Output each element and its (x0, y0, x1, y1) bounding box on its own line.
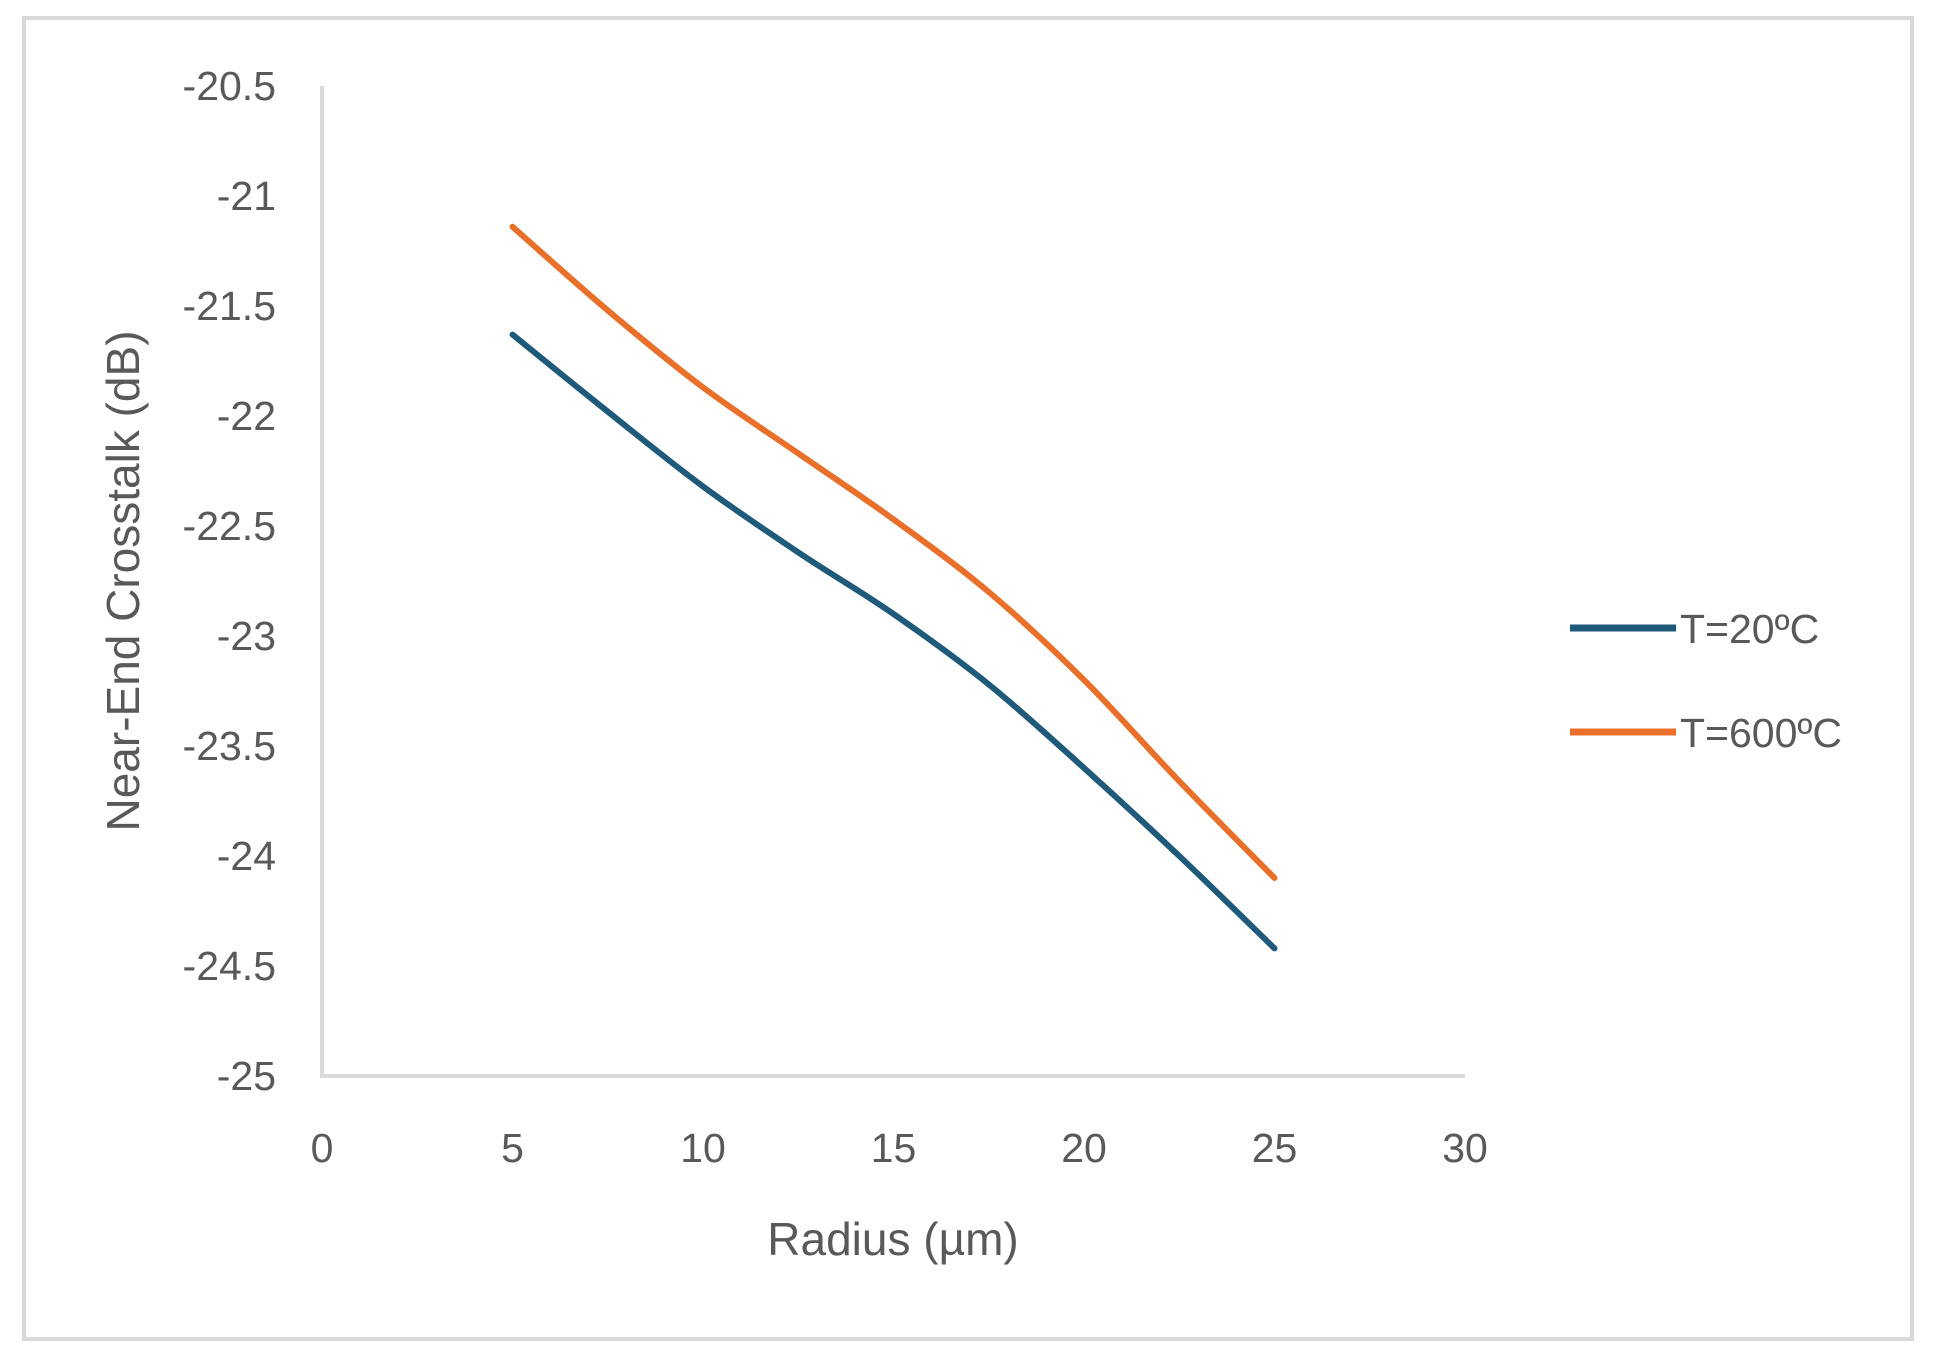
y-tick-label: -23 (217, 613, 276, 659)
series-line-0 (509, 331, 1278, 952)
x-tick-label: 20 (1061, 1125, 1107, 1171)
y-tick-label: -20.5 (183, 63, 276, 109)
x-tick-labels: 0 5 10 15 20 25 30 (311, 1125, 1488, 1171)
x-tick-label: 5 (501, 1125, 524, 1171)
y-tick-labels: -20.5 -21 -21.5 -22 -22.5 -23 -23.5 -24 -24.5 -25 (183, 63, 276, 1099)
x-tick-label: 0 (311, 1125, 334, 1171)
y-tick-label: -23.5 (183, 723, 276, 769)
x-tick-label: 25 (1252, 1125, 1298, 1171)
y-tick-label: -22 (217, 393, 276, 439)
y-tick-label: -21 (217, 173, 276, 219)
y-tick-label: -21.5 (183, 283, 276, 329)
y-tick-label: -24.5 (183, 943, 276, 989)
x-tick-label: 15 (871, 1125, 917, 1171)
chart-frame (22, 16, 1914, 1341)
legend: T=20ºC T=600ºC (1570, 606, 1842, 756)
y-tick-label: -24 (217, 833, 276, 879)
series-lines (509, 223, 1278, 952)
legend-label: T=600ºC (1680, 710, 1842, 756)
y-tick-label: -22.5 (183, 503, 276, 549)
x-axis-title: Radius (µm) (767, 1213, 1018, 1265)
y-tick-label: -25 (217, 1053, 276, 1099)
series-line-1 (509, 223, 1278, 881)
x-tick-label: 30 (1442, 1125, 1488, 1171)
x-tick-label: 10 (680, 1125, 726, 1171)
legend-label: T=20ºC (1680, 606, 1819, 652)
y-axis-title: Near-End Crosstalk (dB) (97, 330, 149, 831)
